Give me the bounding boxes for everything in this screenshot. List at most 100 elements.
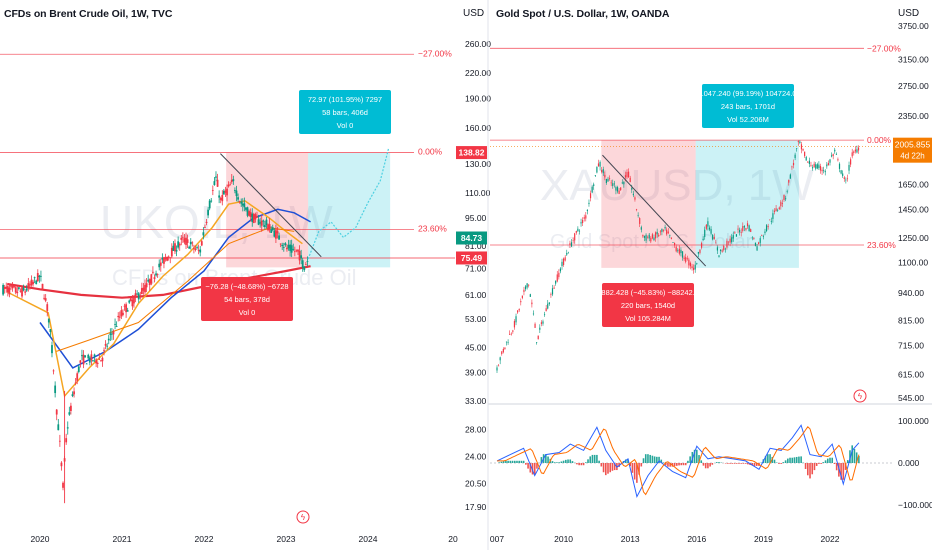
osc-bar: [778, 463, 780, 464]
candle-body: [22, 287, 25, 291]
candle-body: [593, 184, 595, 187]
candle-body: [524, 286, 527, 290]
candle-body: [509, 333, 511, 335]
candle-body: [683, 257, 685, 260]
osc-bar: [807, 463, 809, 476]
candle-body: [628, 171, 630, 178]
candle-body: [536, 342, 538, 343]
candle-body: [563, 258, 565, 265]
osc-bar: [667, 463, 669, 467]
osc-y-tick-1: 0.000: [898, 458, 920, 468]
left-y-tick-13: 33.00: [465, 396, 487, 406]
osc-bar: [651, 455, 654, 463]
candle-body: [219, 198, 222, 200]
candle-body: [114, 324, 116, 325]
candle-body: [707, 221, 709, 227]
candle-body: [306, 261, 309, 262]
osc-bar: [540, 457, 543, 463]
candle-body: [191, 242, 194, 244]
candle-body: [658, 234, 660, 237]
candle-body: [835, 153, 837, 155]
right-y-tick-1: 3150.00: [898, 55, 929, 65]
candle-body: [829, 159, 831, 163]
candle-body: [678, 248, 680, 254]
candle-body: [669, 234, 671, 236]
candle-body: [73, 391, 75, 395]
candle-body: [275, 230, 277, 239]
candle-body: [523, 289, 525, 292]
osc-bar: [633, 463, 636, 480]
right-y-tick-8: 1100.00: [898, 258, 928, 268]
candle-body: [76, 373, 79, 381]
candle-body: [147, 279, 150, 282]
osc-bar: [775, 462, 778, 463]
candle-body: [640, 227, 642, 230]
candle-body: [753, 238, 755, 239]
candle-body: [613, 183, 615, 185]
candle-body: [208, 200, 211, 209]
right-x-tick-1: 2010: [554, 534, 573, 544]
candle-body: [14, 287, 17, 293]
left-y-tick-7: 81.00: [465, 241, 487, 251]
candle-body: [267, 224, 269, 231]
osc-bar: [731, 463, 734, 464]
candle-body: [278, 235, 280, 240]
candle-body: [856, 149, 858, 153]
candle-body: [95, 359, 98, 364]
osc-bar: [531, 463, 534, 475]
candle-body: [131, 299, 134, 307]
right-price-tag-countdown: 4d 22h: [900, 152, 924, 161]
osc-bar: [680, 463, 683, 466]
left-y-tick-10: 53.00: [465, 314, 487, 324]
left-measure-down-text-0: −76.28 (−48.68%) −6728: [205, 282, 288, 291]
osc-bar: [704, 463, 707, 469]
candle-body: [602, 169, 604, 174]
candle-body: [290, 245, 293, 253]
osc-bar: [511, 460, 514, 463]
osc-bar: [649, 454, 651, 463]
osc-bar: [558, 462, 560, 463]
osc-bar: [629, 463, 631, 467]
candle-body: [813, 163, 815, 168]
candle-body: [632, 193, 634, 196]
left-y-tick-9: 61.00: [465, 290, 487, 300]
osc-bar: [826, 458, 829, 463]
left-x-tick-1: 2021: [113, 534, 132, 544]
osc-bar: [820, 463, 822, 464]
candle-body: [548, 302, 550, 304]
osc-bar: [660, 459, 663, 463]
candle-body: [700, 243, 703, 248]
left-y-tick-16: 20.50: [465, 479, 487, 489]
osc-bar: [509, 460, 512, 463]
candle-body: [216, 179, 219, 187]
left-price-tag-0: [456, 146, 487, 160]
osc-bar: [676, 463, 678, 466]
candle-body: [92, 360, 94, 362]
osc-bar: [795, 456, 798, 463]
candle-body: [743, 226, 745, 228]
candle-body: [112, 331, 115, 335]
left-y-tick-0: 260.00: [465, 39, 491, 49]
osc-bar: [627, 459, 629, 463]
candle-body: [762, 236, 764, 237]
candle-body: [605, 178, 608, 184]
candle-body: [164, 257, 167, 260]
candle-body: [681, 251, 684, 258]
osc-bar: [833, 463, 836, 465]
candle-body: [167, 256, 170, 258]
candle-body: [582, 219, 584, 224]
candle-body: [27, 283, 30, 288]
left-fib-label-0: −27.00%: [418, 48, 452, 58]
osc-bar: [591, 454, 594, 463]
candle-body: [715, 242, 717, 244]
candle-body: [654, 232, 657, 239]
osc-bar: [755, 463, 758, 466]
candle-body: [32, 281, 34, 285]
osc-bar: [522, 460, 525, 463]
candle-body: [153, 277, 156, 279]
candle-body: [708, 227, 711, 230]
candle-body: [647, 237, 649, 239]
candle-body: [773, 210, 776, 212]
left-y-tick-3: 160.00: [465, 123, 491, 133]
